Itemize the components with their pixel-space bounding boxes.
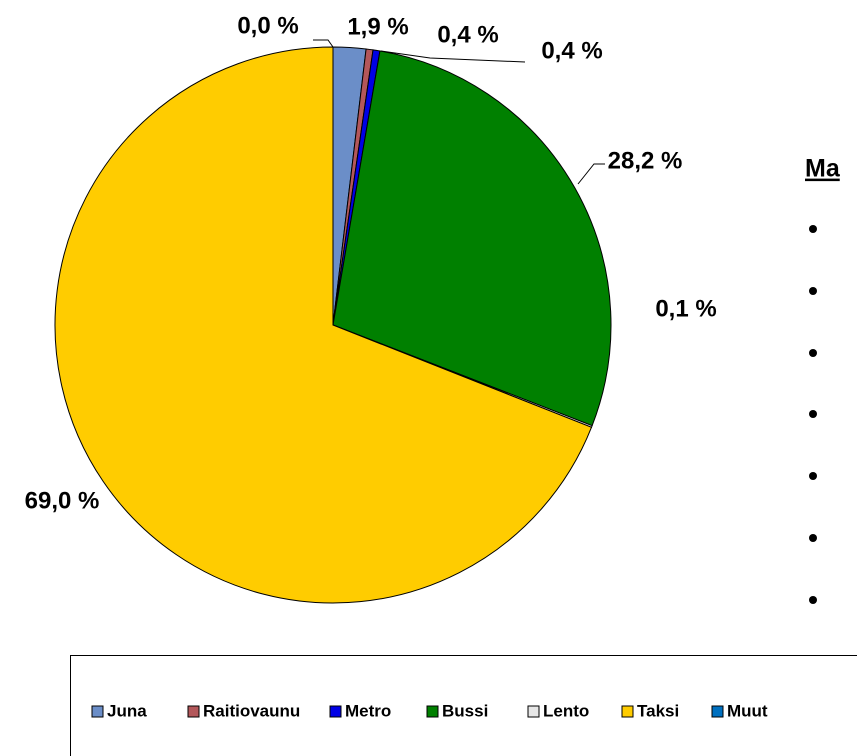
bullet — [809, 287, 817, 295]
data-label: 28,2 % — [608, 147, 683, 174]
legend-swatch — [711, 705, 724, 718]
data-label: 0,4 % — [541, 37, 602, 64]
bullet — [809, 472, 817, 480]
bullet — [809, 349, 817, 357]
leader-line — [313, 39, 334, 48]
legend-box — [70, 655, 857, 756]
legend-swatch — [426, 705, 439, 718]
legend-label: Taksi — [637, 701, 679, 720]
leader-line — [577, 163, 605, 185]
pie-slice — [54, 46, 593, 604]
data-label: 1,9 % — [347, 13, 408, 40]
pie-slice — [332, 50, 612, 427]
legend-label: Juna — [107, 701, 147, 720]
data-label: 0,4 % — [437, 21, 498, 48]
bullet — [809, 534, 817, 542]
bullet — [809, 410, 817, 418]
bullet — [809, 225, 817, 233]
data-label: 0,0 % — [237, 12, 298, 39]
legend-label: Raitiovaunu — [203, 701, 300, 720]
legend-swatch — [187, 705, 200, 718]
legend-label: Metro — [345, 701, 391, 720]
legend-swatch — [91, 705, 104, 718]
legend-label: Muut — [727, 701, 768, 720]
data-label: 69,0 % — [25, 487, 100, 514]
legend-swatch — [329, 705, 342, 718]
side-title: Ma — [805, 155, 841, 183]
legend: Juna Raitiovaunu Metro Bussi Lento Taksi Muut — [91, 701, 768, 720]
legend-label: Lento — [543, 701, 589, 720]
bullet — [809, 596, 817, 604]
legend-swatch — [527, 705, 540, 718]
data-label: 0,1 % — [655, 295, 716, 322]
leader-line — [380, 50, 526, 63]
data-labels: 1,9 % 0,4 % 0,4 % 28,2 % 0,1 % 69,0 % 0,0 % — [25, 12, 717, 514]
legend-label: Bussi — [442, 701, 488, 720]
legend-swatch — [621, 705, 634, 718]
pie — [54, 46, 612, 604]
bullets — [809, 225, 817, 604]
